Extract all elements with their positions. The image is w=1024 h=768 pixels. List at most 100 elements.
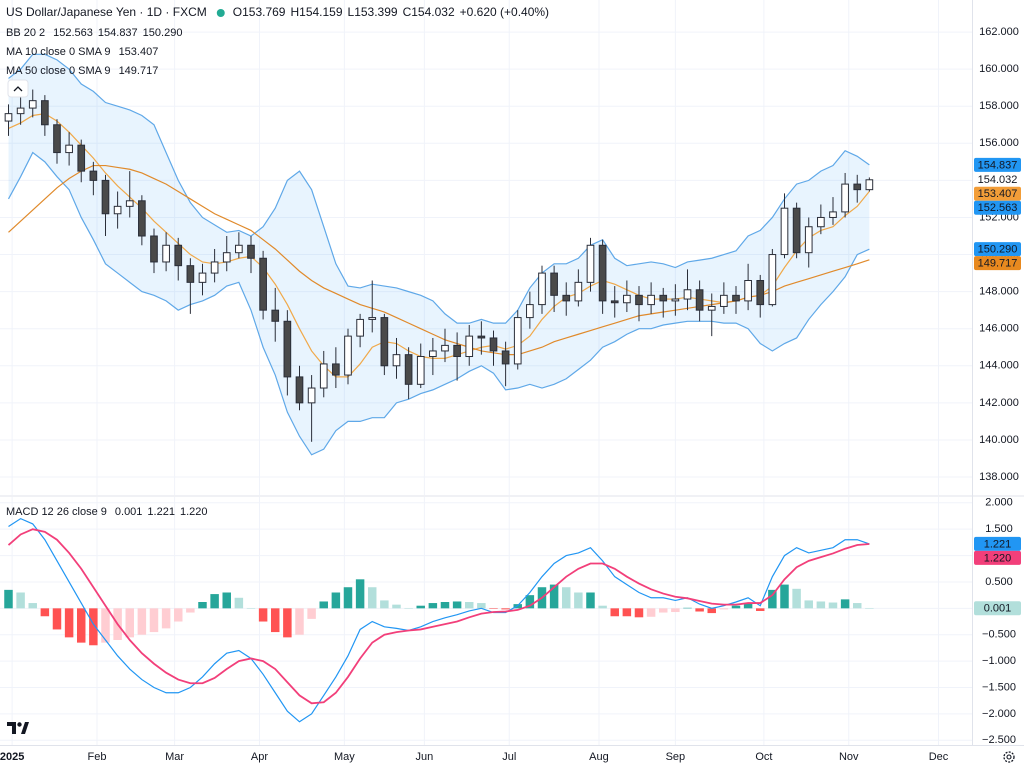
histogram-bar bbox=[549, 584, 559, 609]
candle-body bbox=[28, 100, 37, 109]
histogram-bar bbox=[258, 608, 268, 622]
band-upper bbox=[8, 53, 870, 324]
y-tick-label: −0.500 bbox=[982, 629, 1016, 641]
histogram-bar bbox=[574, 592, 583, 609]
histogram-bar bbox=[161, 608, 171, 629]
histogram-bar bbox=[307, 608, 316, 619]
status-dot bbox=[216, 9, 225, 17]
y-tick-label: −2.000 bbox=[982, 708, 1016, 720]
histogram-bar bbox=[804, 600, 813, 609]
histogram-bar bbox=[28, 603, 37, 609]
candle-body bbox=[780, 207, 789, 256]
price-label: 1.220 bbox=[984, 552, 1012, 564]
histogram-bar bbox=[331, 592, 341, 609]
histogram-bar bbox=[440, 602, 450, 609]
price-label: 153.407 bbox=[978, 188, 1018, 200]
histogram-bar bbox=[755, 608, 765, 611]
candle-body bbox=[732, 294, 740, 302]
histogram-bar bbox=[731, 605, 741, 609]
legend-value: 150.290 bbox=[143, 27, 183, 39]
candle-body bbox=[174, 244, 183, 267]
x-tick-label: Nov bbox=[839, 751, 859, 763]
candle-body bbox=[307, 387, 316, 404]
candle-body bbox=[526, 304, 534, 319]
price-label: 154.032 bbox=[978, 174, 1018, 186]
candle-body bbox=[574, 281, 583, 302]
histogram-bar bbox=[707, 608, 716, 614]
candle-body bbox=[16, 107, 25, 115]
candle-body bbox=[744, 280, 752, 302]
candle-body bbox=[683, 289, 692, 300]
histogram-bar bbox=[792, 588, 801, 609]
candle-body bbox=[453, 344, 461, 358]
candle-body bbox=[368, 317, 377, 320]
histogram-bar bbox=[210, 594, 219, 609]
histogram-bar bbox=[452, 601, 462, 609]
price-pane bbox=[4, 53, 874, 456]
y-tick-label: 162.000 bbox=[979, 26, 1019, 38]
candle-body bbox=[283, 320, 292, 378]
histogram-bar bbox=[780, 584, 789, 609]
legend-value: 152.563 bbox=[53, 27, 93, 39]
legend-label: MA 50 close 0 SMA 9 bbox=[6, 65, 111, 77]
histogram-bar bbox=[355, 579, 365, 609]
collapse-button[interactable] bbox=[7, 79, 29, 98]
candle-body bbox=[319, 363, 328, 389]
histogram-bar bbox=[367, 587, 377, 609]
price-label-box bbox=[974, 172, 1021, 187]
x-tick-label: Apr bbox=[251, 751, 268, 763]
candle-body bbox=[235, 244, 243, 254]
histogram-bar bbox=[658, 608, 668, 613]
histogram-bar bbox=[610, 608, 619, 617]
legend-value: 153.407 bbox=[119, 46, 159, 58]
legend: US Dollar/Japanese Yen · 1D · FXCM O153.7… bbox=[6, 5, 549, 518]
price-label-box bbox=[974, 601, 1021, 616]
histogram-bar bbox=[477, 603, 486, 609]
logo[interactable] bbox=[7, 722, 29, 734]
histogram-bar bbox=[4, 589, 13, 609]
settings-button[interactable] bbox=[1003, 751, 1015, 763]
x-tick-label: Jun bbox=[416, 751, 434, 763]
y-tick-label: 148.000 bbox=[979, 286, 1019, 298]
price-label: 1.221 bbox=[984, 538, 1012, 550]
ohlc-value: C154.032 bbox=[403, 5, 455, 19]
histogram-bar bbox=[52, 608, 62, 630]
histogram-bar bbox=[16, 592, 25, 609]
candle-body bbox=[101, 179, 110, 215]
candle-body bbox=[125, 200, 134, 207]
histogram-bar bbox=[525, 595, 535, 609]
candle-body bbox=[441, 344, 449, 352]
price-label: 150.290 bbox=[978, 244, 1018, 256]
collapse-button-bg[interactable] bbox=[7, 79, 29, 98]
x-tick-label: Jul bbox=[502, 751, 516, 763]
macd-pane bbox=[4, 517, 874, 723]
candle-body bbox=[259, 257, 267, 311]
candle-body bbox=[829, 211, 837, 218]
x-tick-label: Mar bbox=[165, 751, 184, 763]
histogram-bar bbox=[768, 589, 777, 609]
histogram-bar bbox=[646, 608, 656, 617]
candle-body bbox=[671, 298, 680, 302]
histogram-bar bbox=[186, 608, 195, 613]
price-label: 0.001 bbox=[984, 603, 1012, 615]
histogram-bar bbox=[404, 608, 413, 609]
legend-value: 1.220 bbox=[180, 506, 208, 518]
candle-body bbox=[295, 376, 304, 404]
candle-body bbox=[429, 350, 437, 358]
candle-body bbox=[513, 317, 522, 365]
histogram-bar bbox=[76, 608, 86, 643]
histogram-bar bbox=[671, 608, 680, 613]
histogram-bar bbox=[137, 608, 147, 635]
candle-body bbox=[659, 294, 668, 302]
y-tick-label: 138.000 bbox=[979, 471, 1019, 483]
y-tick-label: 160.000 bbox=[979, 63, 1019, 75]
legend-value: 0.001 bbox=[115, 506, 143, 518]
x-tick-label: Sep bbox=[666, 751, 686, 763]
candle-body bbox=[853, 183, 862, 191]
y-tick-label: −2.500 bbox=[982, 734, 1016, 746]
y-tick-label: 142.000 bbox=[979, 397, 1019, 409]
histogram-bar bbox=[64, 608, 74, 638]
candle-body bbox=[756, 280, 765, 306]
